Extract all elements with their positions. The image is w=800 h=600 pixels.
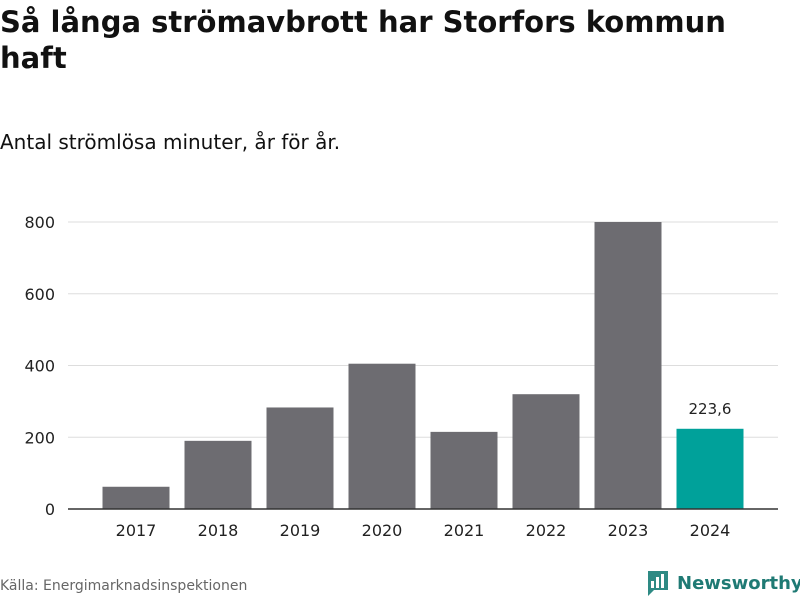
bar-chart: 0 200 400 600 800 2017 2018 2019 2020 2021 2022 202… [24, 213, 778, 540]
x-tick-label: 2023 [608, 521, 649, 540]
bar-2018 [184, 440, 252, 509]
chart-title: Så långa strömavbrott har Storfors kommu… [0, 5, 726, 75]
y-tick-label: 800 [24, 213, 55, 232]
x-tick-label: 2020 [362, 521, 403, 540]
y-tick-label: 0 [45, 500, 55, 519]
bar-2020 [348, 363, 416, 509]
x-tick-label: 2017 [116, 521, 157, 540]
x-tick-label: 2019 [280, 521, 321, 540]
bar-2017 [102, 486, 170, 509]
x-tick-label: 2021 [444, 521, 485, 540]
newsworthy-logo[interactable]: Newsworthy [646, 569, 800, 597]
bar-2019 [266, 407, 334, 509]
chart-subtitle: Antal strömlösa minuter, år för år. [0, 130, 341, 154]
x-tick-label: 2022 [526, 521, 567, 540]
bar-2023 [594, 222, 662, 509]
x-tick-label: 2024 [690, 521, 731, 540]
bar-2022 [512, 394, 580, 509]
y-tick-label: 600 [24, 285, 55, 304]
bar-2024 [676, 428, 744, 509]
bar-2021 [430, 431, 498, 509]
y-tick-label: 200 [24, 428, 55, 447]
logo-text: Newsworthy [677, 572, 800, 594]
x-tick-label: 2018 [198, 521, 239, 540]
bar-chart-logo-icon [648, 571, 668, 596]
y-tick-label: 400 [24, 357, 55, 376]
data-label-2024: 223,6 [689, 400, 732, 418]
source-note: Källa: Energimarknadsinspektionen [0, 578, 248, 594]
